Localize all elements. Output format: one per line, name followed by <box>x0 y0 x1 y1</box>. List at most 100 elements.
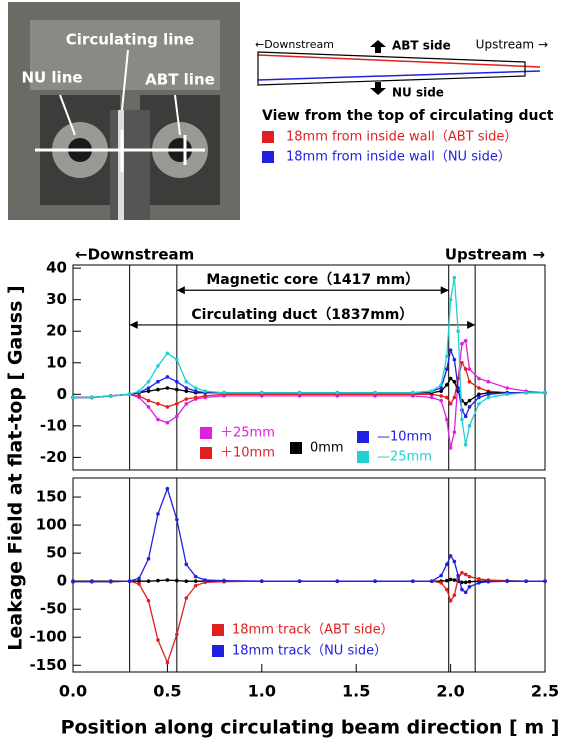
data-point <box>429 395 434 400</box>
data-point <box>71 579 75 584</box>
data-point <box>460 417 464 422</box>
x-tick-label: 0.5 <box>153 682 181 701</box>
data-point <box>260 579 264 583</box>
data-point <box>193 395 198 400</box>
data-point <box>448 577 453 582</box>
data-point <box>505 392 510 397</box>
data-point <box>448 554 453 558</box>
data-point <box>460 587 464 592</box>
right-note: Upstream → <box>445 246 545 264</box>
data-point <box>108 579 113 584</box>
data-point <box>524 390 528 395</box>
data-point <box>165 420 170 425</box>
data-point <box>165 405 170 409</box>
schematic-label: Upstream → <box>476 38 548 52</box>
data-point <box>467 405 472 409</box>
data-point <box>463 590 468 595</box>
data-point <box>175 578 179 583</box>
y-tick-label: -50 <box>40 600 67 618</box>
data-point <box>184 397 189 401</box>
y-tick-label: 20 <box>46 322 67 340</box>
data-point <box>165 486 170 491</box>
data-point <box>156 364 160 368</box>
plot-frame <box>72 264 546 471</box>
data-point <box>477 376 481 381</box>
data-point <box>460 570 464 575</box>
data-point <box>193 583 198 588</box>
data-point <box>448 376 453 381</box>
legend-label: —25mm <box>377 450 432 465</box>
data-point <box>156 379 160 384</box>
data-point <box>146 556 151 561</box>
data-point <box>90 395 94 400</box>
data-point <box>456 386 460 390</box>
y-tick-label: -100 <box>29 628 67 646</box>
data-point <box>165 660 170 665</box>
legend-swatch <box>212 645 224 657</box>
data-point <box>175 379 179 384</box>
data-point <box>467 398 472 403</box>
data-point <box>467 379 472 384</box>
data-point <box>448 401 453 406</box>
data-point <box>460 342 464 346</box>
data-point <box>477 386 481 390</box>
data-point <box>445 367 449 371</box>
data-point <box>203 578 207 582</box>
data-point <box>463 338 468 343</box>
data-point <box>146 379 151 384</box>
data-point <box>505 579 510 583</box>
data-point <box>486 379 491 384</box>
data-point <box>165 578 170 582</box>
data-point <box>165 386 170 390</box>
data-point <box>452 275 457 280</box>
legend-label: 18mm track（NU side） <box>232 644 387 659</box>
data-point <box>297 390 302 395</box>
data-point <box>445 395 449 400</box>
data-point <box>467 424 472 428</box>
series-line <box>73 361 545 408</box>
data-point <box>456 329 460 334</box>
data-point <box>335 579 340 583</box>
data-point <box>445 417 449 422</box>
schematic-label: ←Downstream <box>255 38 334 51</box>
data-point <box>543 579 547 583</box>
series-line <box>73 339 546 449</box>
y-tick-label: 10 <box>46 353 67 371</box>
data-point <box>137 576 141 581</box>
data-point <box>156 578 160 583</box>
data-point <box>439 398 443 403</box>
data-point <box>165 351 170 356</box>
legend-swatch <box>200 427 212 439</box>
y-axis-label: Leakage Field at flat-top [ Gauss ] <box>5 285 27 650</box>
data-point <box>175 517 179 522</box>
series-line <box>73 277 545 445</box>
data-point <box>467 367 472 371</box>
data-point <box>452 578 457 582</box>
data-point <box>156 387 160 392</box>
data-point <box>477 392 481 397</box>
data-point <box>184 389 189 393</box>
data-point <box>175 387 179 392</box>
data-point <box>445 354 449 359</box>
data-point <box>445 578 449 583</box>
data-point <box>193 574 198 579</box>
data-point <box>439 383 443 387</box>
data-point <box>439 573 443 578</box>
data-point <box>467 574 472 579</box>
y-tick-label: 30 <box>46 290 67 308</box>
data-point <box>463 367 468 371</box>
schematic-label: ABT side <box>392 39 451 53</box>
legend-label: —10mm <box>377 430 432 445</box>
legend-swatch <box>200 447 212 459</box>
x-tick-label: 1.5 <box>342 682 370 701</box>
y-tick-label: 100 <box>36 516 67 534</box>
plot-frame <box>72 477 546 673</box>
legend-swatch <box>357 451 369 463</box>
data-point <box>203 394 207 398</box>
legend-swatch <box>290 442 302 454</box>
data-point <box>452 559 457 564</box>
x-axis-label: Position along circulating beam directio… <box>61 717 560 739</box>
data-point <box>146 398 151 403</box>
data-point <box>460 360 464 365</box>
